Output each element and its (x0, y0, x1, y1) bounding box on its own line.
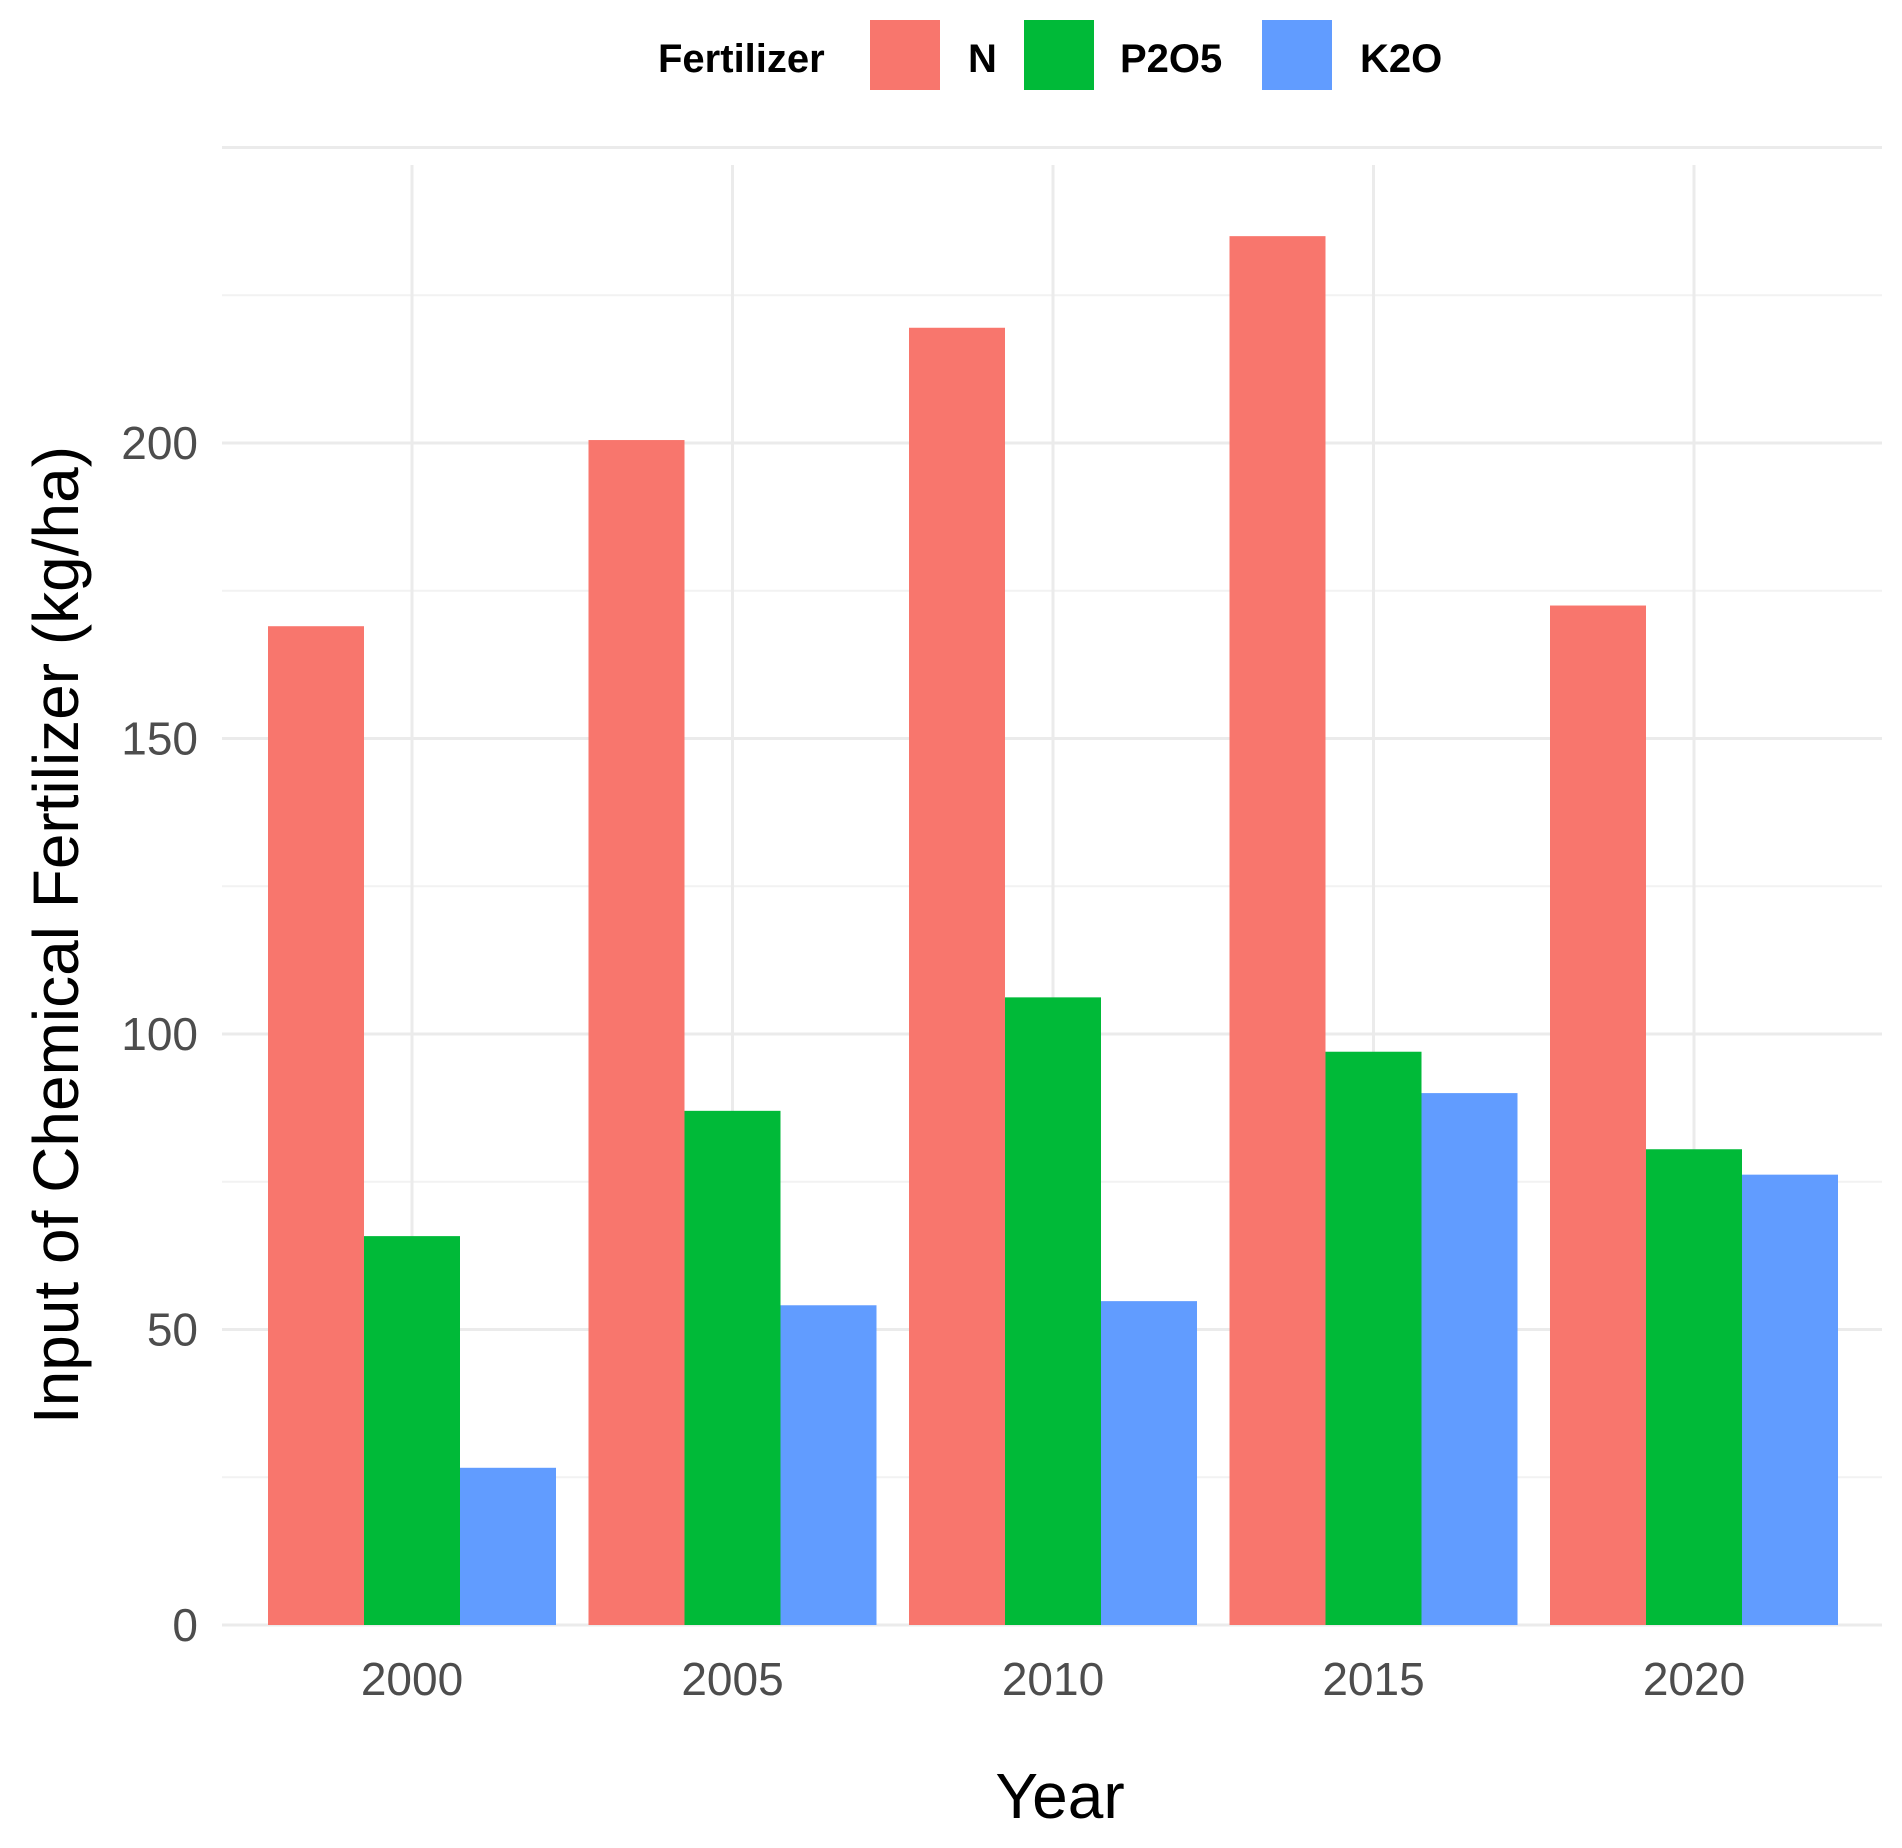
y-tick-label: 0 (172, 1599, 198, 1651)
bar-p2o5-2005 (684, 1110, 781, 1625)
y-axis-ticks: 0 50 100 150 200 (121, 417, 198, 1651)
bar-p2o5-2010 (1005, 997, 1101, 1625)
x-axis-ticks: 2000 2005 2010 2015 2020 (361, 1653, 1745, 1705)
bar-n-2020 (1550, 605, 1646, 1625)
x-tick-label: 2010 (1002, 1653, 1104, 1705)
x-axis-title: Year (995, 1760, 1124, 1832)
y-axis-title: Input of Chemical Fertilizer (kg/ha) (20, 446, 92, 1424)
legend: Fertilizer N P2O5 K2O (658, 20, 1442, 90)
x-tick-label: 2000 (361, 1653, 463, 1705)
bar-k2o-2000 (460, 1467, 556, 1625)
x-tick-label: 2005 (681, 1653, 783, 1705)
bar-p2o5-2020 (1646, 1149, 1742, 1625)
legend-swatch-k2o (1262, 20, 1332, 90)
bars (268, 236, 1838, 1625)
y-tick-label: 200 (121, 417, 198, 469)
y-tick-label: 50 (147, 1304, 198, 1356)
legend-swatch-p2o5 (1024, 20, 1094, 90)
legend-title: Fertilizer (658, 37, 825, 81)
bar-n-2015 (1229, 236, 1326, 1625)
bar-n-2000 (268, 626, 364, 1625)
bar-k2o-2005 (780, 1305, 877, 1625)
bar-k2o-2020 (1742, 1174, 1838, 1625)
legend-items: N P2O5 K2O (870, 20, 1442, 90)
legend-label-p2o5: P2O5 (1120, 37, 1222, 81)
legend-label-k2o: K2O (1360, 37, 1442, 81)
bar-n-2010 (909, 327, 1005, 1625)
x-tick-label: 2020 (1643, 1653, 1745, 1705)
bar-n-2005 (588, 440, 685, 1625)
y-tick-label: 100 (121, 1008, 198, 1060)
bar-k2o-2010 (1101, 1301, 1197, 1625)
legend-label-n: N (968, 37, 997, 81)
legend-swatch-n (870, 20, 940, 90)
bar-p2o5-2000 (364, 1236, 460, 1625)
bar-k2o-2015 (1421, 1093, 1518, 1625)
y-tick-label: 150 (121, 713, 198, 765)
x-tick-label: 2015 (1322, 1653, 1424, 1705)
bar-p2o5-2015 (1325, 1051, 1422, 1625)
